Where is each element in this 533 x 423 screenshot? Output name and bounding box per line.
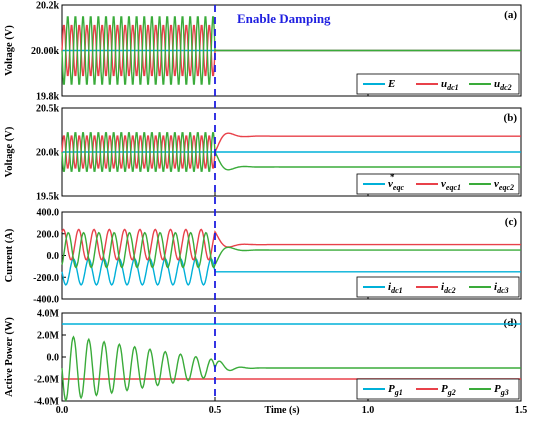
- series-line: [61, 335, 521, 403]
- legend-label: veqc2: [494, 178, 514, 192]
- y-axis-label: Voltage (V): [4, 126, 15, 177]
- y-tick-label: 20.2k: [36, 1, 60, 12]
- legend-label: udc2: [494, 78, 512, 92]
- y-tick-label: -200.0: [33, 273, 59, 284]
- y-tick-label: -400.0: [33, 295, 59, 306]
- y-axis-label: Active Power (W): [4, 317, 15, 397]
- y-tick-label: -2.0M: [34, 375, 60, 386]
- y-tick-label: 19.8k: [36, 92, 60, 103]
- x-tick-label: 1.5: [515, 405, 528, 416]
- y-tick-label: 400.0: [37, 208, 60, 219]
- legend-star: *: [390, 172, 395, 182]
- series-line: [61, 257, 521, 286]
- x-tick-label: 0.0: [56, 405, 69, 416]
- y-tick-label: 0.0: [47, 353, 60, 364]
- y-tick-label: 20.00k: [31, 46, 60, 57]
- legend-label: Pg2: [441, 383, 456, 397]
- series-line: [61, 228, 521, 261]
- legend-label: idc3: [494, 281, 509, 295]
- x-tick-label: 1.0: [362, 405, 375, 416]
- y-tick-label: 200.0: [37, 229, 60, 240]
- y-tick-label: -4.0M: [34, 397, 60, 408]
- y-tick-label: 20.0k: [36, 148, 60, 159]
- legend-label: Pg1: [388, 383, 403, 397]
- legend-label: udc1: [441, 78, 459, 92]
- y-axis-label: Current (A): [4, 228, 15, 282]
- series-line: [61, 16, 521, 85]
- y-tick-label: 20.5k: [36, 104, 60, 115]
- y-tick-label: 4.0M: [37, 309, 60, 320]
- panel-tag: (a): [504, 9, 517, 21]
- panel-tag: (c): [505, 216, 518, 228]
- legend-label: Pg3: [494, 383, 509, 397]
- panel-tag: (b): [504, 112, 518, 124]
- y-tick-label: 2.0M: [37, 331, 60, 342]
- damping-annotation: Enable Damping: [237, 11, 331, 26]
- y-axis-label: Voltage (V): [4, 25, 15, 76]
- legend-label: veqc: [388, 178, 404, 192]
- series-line: [61, 231, 521, 269]
- y-tick-label: 0.0: [47, 251, 60, 262]
- x-tick-label: 0.5: [209, 405, 222, 416]
- panel-tag: (d): [504, 317, 518, 329]
- legend-label: idc2: [441, 281, 456, 295]
- legend-label: idc1: [388, 281, 403, 295]
- legend-label: E: [387, 78, 395, 90]
- series-line: [61, 132, 521, 172]
- x-axis-label: Time (s): [264, 405, 299, 416]
- y-tick-label: 19.5k: [36, 192, 60, 203]
- legend-label: veqc1: [441, 178, 461, 192]
